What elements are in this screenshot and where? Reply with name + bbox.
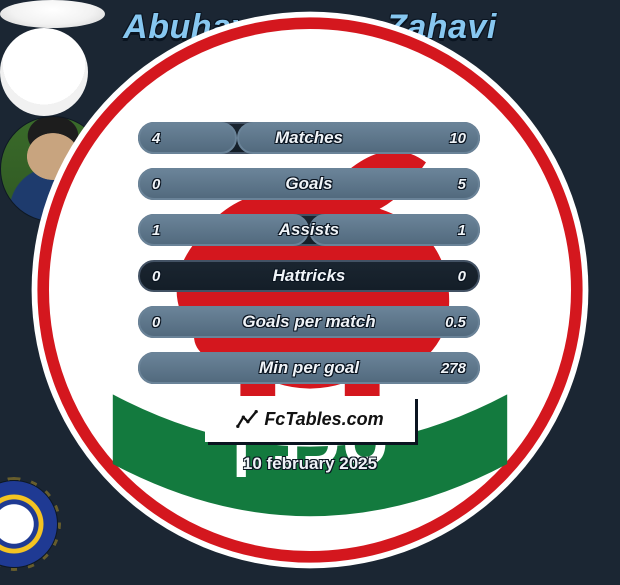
stat-row: 00.5Goals per match xyxy=(138,306,480,338)
stat-label: Goals xyxy=(140,170,478,198)
stat-label: Assists xyxy=(140,216,478,244)
stat-label: Goals per match xyxy=(140,308,478,336)
stat-row: 00Hattricks xyxy=(138,260,480,292)
footer-date: 10 february 2025 xyxy=(0,454,620,474)
stats-panel: 410Matches 05Goals 11Assists 00Hattricks 00.… xyxy=(138,122,480,398)
stat-label: Min per goal xyxy=(140,354,478,382)
player1-club-badge: סכנין xyxy=(0,28,88,116)
stat-row: 05Goals xyxy=(138,168,480,200)
stat-label: Matches xyxy=(140,124,478,152)
stat-row: 410Matches xyxy=(138,122,480,154)
player2-club-badge xyxy=(0,480,58,568)
stat-row: 278Min per goal xyxy=(138,352,480,384)
site-logo-icon xyxy=(236,408,258,430)
site-name: FcTables.com xyxy=(264,409,383,430)
stat-row: 11Assists xyxy=(138,214,480,246)
stat-label: Hattricks xyxy=(140,262,478,290)
site-badge[interactable]: FcTables.com xyxy=(205,396,415,442)
